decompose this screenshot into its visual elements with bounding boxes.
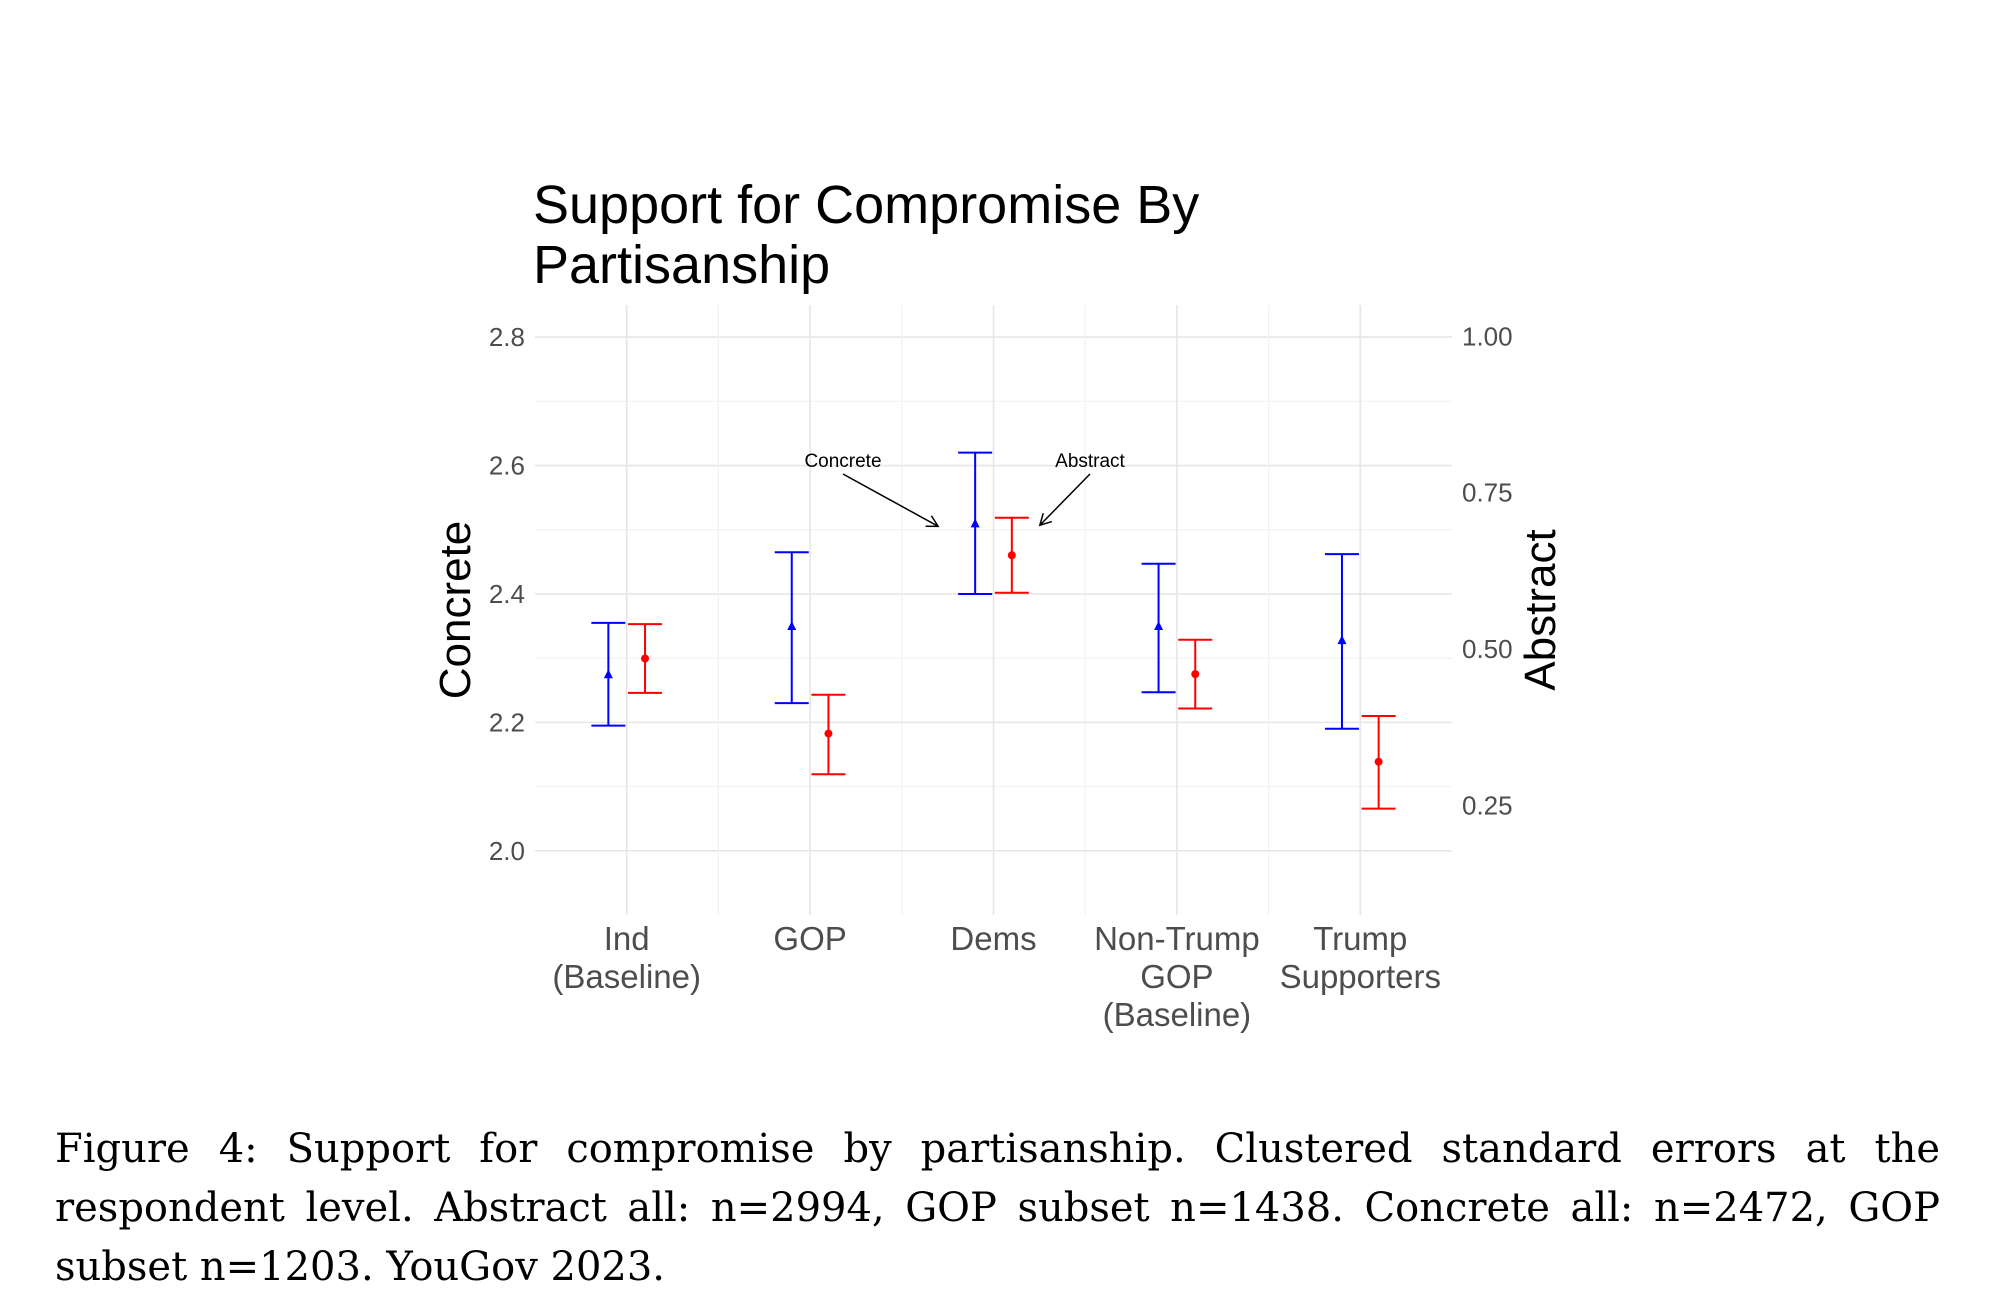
x-tick-label: Dems: [950, 920, 1036, 957]
y-right-tick-label: 0.75: [1462, 478, 1513, 508]
x-tick-label: Trump: [1313, 920, 1407, 957]
y-right-tick-label: 1.00: [1462, 321, 1513, 351]
grid: [535, 305, 1452, 915]
chart-title-line-1: Support for Compromise By: [533, 175, 1199, 235]
y-left-tick-label: 2.2: [489, 707, 525, 737]
concrete-point: [603, 669, 613, 679]
x-tick-label: (Baseline): [552, 958, 701, 995]
y-axis-left-ticks: 2.0 2.2 2.4 2.6 2.8: [489, 322, 525, 866]
x-tick-label: GOP: [1140, 958, 1213, 995]
x-tick-label: (Baseline): [1103, 996, 1252, 1033]
x-tick-label: Supporters: [1280, 958, 1441, 995]
chart-title-line-2: Partisanship: [533, 235, 830, 295]
series-layer: [591, 451, 1396, 810]
annotation-concrete-arrow: [842, 473, 940, 528]
y-left-tick-label: 2.0: [489, 836, 525, 866]
abstract-point: [1007, 551, 1016, 560]
annotation-abstract-label: Abstract: [1055, 451, 1125, 472]
abstract-point: [641, 654, 650, 663]
concrete-point: [787, 621, 797, 631]
y-axis-right-ticks: 0.25 0.50 0.75 1.00: [1462, 321, 1513, 820]
x-tick-label: Non-Trump: [1094, 920, 1260, 957]
x-tick-label: Ind: [604, 920, 650, 957]
x-tick-label: GOP: [773, 920, 846, 957]
y-right-tick-label: 0.25: [1462, 791, 1513, 821]
annotation-abstract-arrow: [1038, 473, 1091, 527]
abstract-point: [824, 729, 833, 738]
concrete-point: [1337, 635, 1347, 645]
abstract-point: [1191, 670, 1200, 679]
y-left-tick-label: 2.4: [489, 579, 525, 609]
y-axis-left-label: Concrete: [431, 521, 480, 700]
y-left-tick-label: 2.6: [489, 451, 525, 481]
annotations: Concrete Abstract: [804, 451, 1126, 528]
x-axis-ticks: Ind(Baseline)GOP Dems Non-TrumpGOP(Baselin…: [552, 920, 1441, 1033]
annotation-concrete-label: Concrete: [804, 451, 881, 472]
concrete-point: [1154, 621, 1164, 631]
concrete-point: [970, 518, 980, 528]
y-left-tick-label: 2.8: [489, 322, 525, 352]
y-axis-right-label: Abstract: [1516, 529, 1565, 690]
figure-caption: Figure 4: Support for compromise by part…: [55, 1126, 1940, 1290]
abstract-point: [1374, 757, 1383, 766]
y-right-tick-label: 0.50: [1462, 634, 1513, 664]
